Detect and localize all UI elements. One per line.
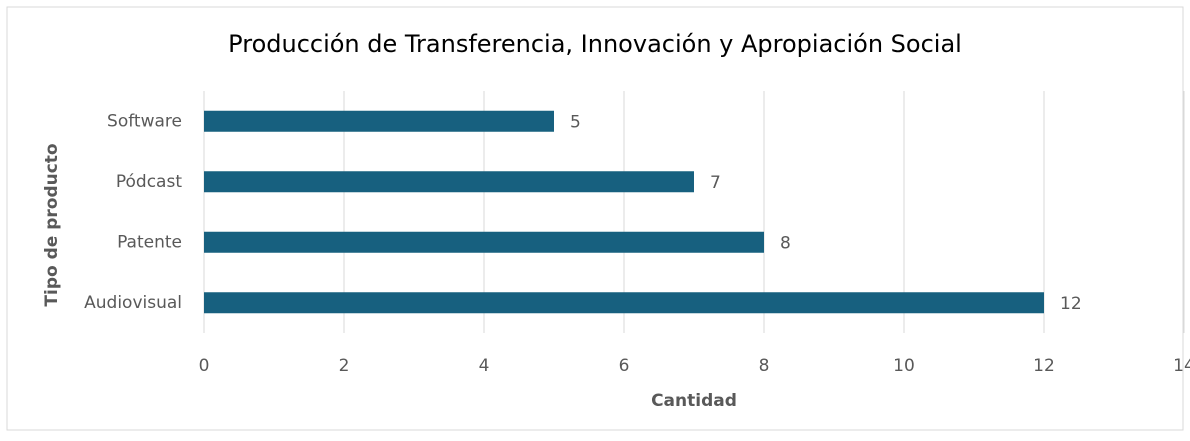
x-tick-label: 8 <box>759 356 770 376</box>
data-label: 7 <box>710 173 721 193</box>
x-tick-label: 12 <box>1033 356 1055 376</box>
y-tick-label: Software <box>107 111 182 131</box>
bar <box>204 171 694 193</box>
y-tick-label: Patente <box>117 232 182 252</box>
y-tick-label: Audiovisual <box>84 293 182 313</box>
bar <box>204 231 764 253</box>
chart-title: Producción de Transferencia, Innovación … <box>228 30 962 58</box>
x-tick-label: 2 <box>339 356 350 376</box>
bar <box>204 110 554 132</box>
data-label: 5 <box>570 112 581 132</box>
data-label: 8 <box>780 233 791 253</box>
x-tick-label: 10 <box>893 356 915 376</box>
x-axis-title: Cantidad <box>651 391 737 411</box>
data-label: 12 <box>1060 294 1082 314</box>
y-axis-title: Tipo de producto <box>42 143 62 306</box>
chart-border <box>6 6 1184 431</box>
x-tick-label: 6 <box>619 356 630 376</box>
x-tick-label: 0 <box>199 356 210 376</box>
bar <box>204 292 1044 314</box>
x-tick-label: 4 <box>479 356 490 376</box>
y-tick-label: Pódcast <box>116 172 182 192</box>
x-tick-label: 14 <box>1173 356 1190 376</box>
